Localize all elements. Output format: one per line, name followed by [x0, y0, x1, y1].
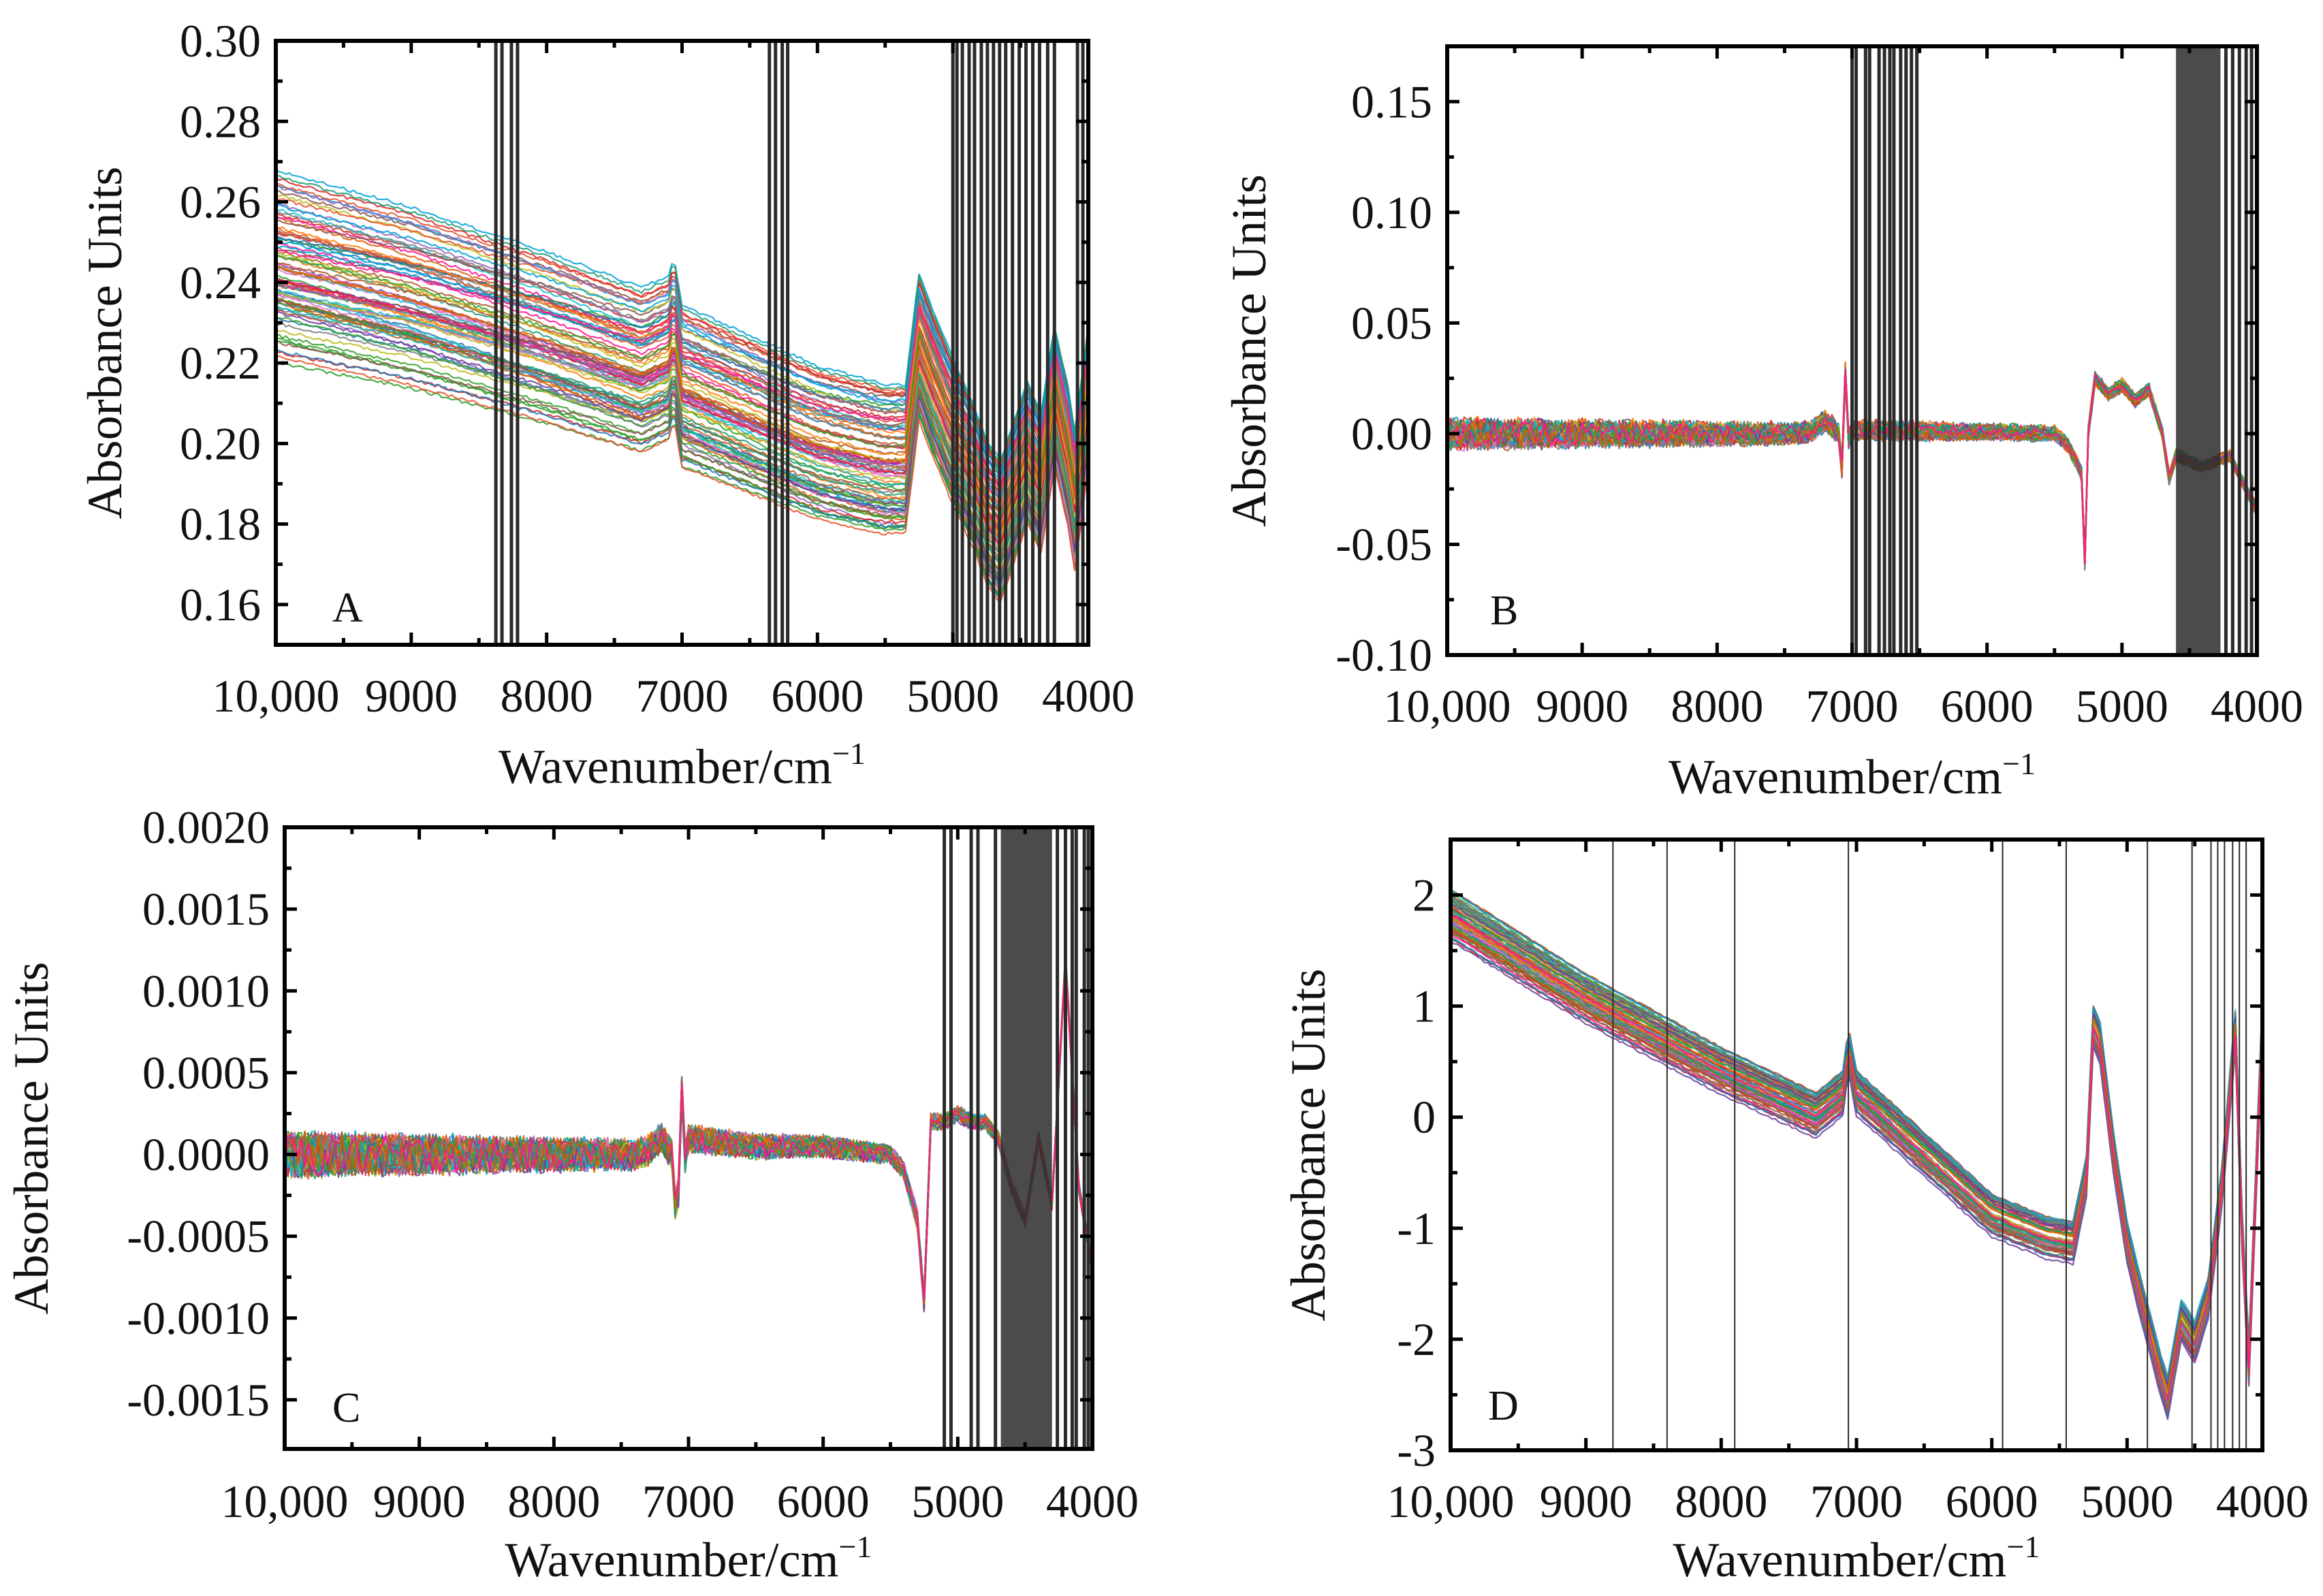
y-tick-label: 0.16: [180, 579, 261, 631]
selected-bands-A: [494, 41, 1085, 645]
spectrum-line: [1451, 891, 2262, 1383]
spectrum-line: [285, 959, 1092, 1300]
y-tick-label: 0.18: [180, 498, 261, 550]
plot-frame-D: [1449, 837, 2264, 1452]
x-axis-title: Wavenumber/cm−1: [505, 1529, 872, 1587]
x-tick-label: 7000: [1806, 680, 1899, 732]
y-axis-title: Absorbance Units: [1281, 969, 1336, 1322]
chart-panel-D: 10,000 9000 8000 7000 6000 5000 4000 -3 -2 -1 0 1 2 W…: [1281, 837, 2309, 1587]
y-tick-label: -0.0015: [127, 1374, 270, 1426]
x-tick-label: 6000: [771, 670, 864, 722]
panel-label: C: [332, 1385, 360, 1431]
x-tick-label: 9000: [1540, 1475, 1632, 1527]
x-tick-label: 6000: [1941, 680, 2034, 732]
y-tick-label: 0.0015: [142, 883, 270, 935]
x-tick-label: 7000: [636, 670, 729, 722]
spectra-group-D: [1451, 889, 2262, 1420]
x-tick-label: 6000: [1946, 1475, 2038, 1527]
x-tick-label: 4000: [2211, 680, 2303, 732]
selected-bands-C: [943, 827, 1090, 1449]
y-tick-label: 0.24: [180, 257, 261, 308]
band-region: [2176, 46, 2221, 655]
spectra-group-A: [276, 168, 1088, 604]
y-tick-label: -0.0010: [127, 1292, 270, 1344]
x-tick-label: 5000: [2076, 680, 2168, 732]
y-tick-label: 0.0000: [142, 1129, 270, 1181]
y-tick-label: -3: [1397, 1424, 1436, 1476]
spectrum-line: [1451, 914, 2262, 1402]
spectrum-line: [1451, 927, 2262, 1411]
y-tick-label: 0.05: [1351, 297, 1432, 349]
chart-panel-A: 10,000 9000 8000 7000 6000 5000 4000 0.16 0.18 0.…: [78, 15, 1135, 794]
x-tick-label: 4000: [2216, 1475, 2309, 1527]
plot-area-D: [1451, 840, 2262, 1450]
x-tick-label: 9000: [373, 1475, 466, 1527]
x-tick-label: 10,000: [1384, 680, 1511, 732]
x-tick-label: 9000: [365, 670, 458, 722]
spectrum-line: [285, 955, 1092, 1298]
x-tick-label: 5000: [2081, 1475, 2173, 1527]
x-tick-label: 8000: [507, 1475, 600, 1527]
x-tick-label: 10,000: [221, 1475, 349, 1527]
x-tick-label: 10,000: [212, 670, 340, 722]
y-tick-label: -1: [1397, 1202, 1436, 1254]
chart-panel-C: 10,000 9000 8000 7000 6000 5000 4000 -0.0015 -0.…: [4, 801, 1139, 1587]
x-tick-label: 4000: [1042, 670, 1135, 722]
x-tick-label: 7000: [1810, 1475, 1903, 1527]
x-tick-label: 10,000: [1387, 1475, 1515, 1527]
y-tick-label: -2: [1397, 1313, 1436, 1365]
x-tick-label: 9000: [1536, 680, 1628, 732]
plot-area-A: [276, 41, 1088, 645]
y-axis-title: Absorbance Units: [78, 167, 132, 520]
y-tick-label: 0.0005: [142, 1047, 270, 1098]
y-tick-label: 0.28: [180, 95, 261, 147]
plot-area-B: [1447, 46, 2257, 655]
y-tick-label: 0.22: [180, 337, 261, 389]
spectra-group-C: [285, 951, 1092, 1313]
y-tick-label: -0.05: [1336, 518, 1432, 570]
y-tick-label: 0.10: [1351, 187, 1432, 238]
x-axis-title: Wavenumber/cm−1: [499, 736, 866, 794]
x-axis-title: Wavenumber/cm−1: [1673, 1529, 2040, 1587]
y-tick-label: 2: [1412, 869, 1436, 921]
x-tick-label: 8000: [501, 670, 593, 722]
band-region: [1000, 827, 1052, 1449]
y-tick-label: 0: [1412, 1091, 1436, 1143]
panel-label: D: [1488, 1383, 1519, 1429]
x-tick-label: 6000: [777, 1475, 870, 1527]
x-tick-label: 5000: [906, 670, 999, 722]
chart-panel-B: 10,000 9000 8000 7000 6000 5000 4000 -0.10 -0.05…: [1222, 44, 2303, 804]
y-tick-label: 0.00: [1351, 408, 1432, 460]
x-tick-label: 4000: [1046, 1475, 1139, 1527]
spectrum-line: [1451, 913, 2262, 1391]
y-tick-label: 0.0020: [142, 801, 270, 853]
y-axis-title: Absorbance Units: [4, 962, 59, 1315]
y-tick-label: -0.0005: [127, 1211, 270, 1262]
y-tick-label: 0.15: [1351, 76, 1432, 127]
plot-area-C: [285, 827, 1092, 1449]
y-axis-title: Absorbance Units: [1222, 174, 1276, 527]
x-tick-label: 7000: [642, 1475, 735, 1527]
x-tick-label: 5000: [911, 1475, 1004, 1527]
selected-bands-D: [1612, 840, 2247, 1450]
panel-label: B: [1490, 588, 1518, 634]
y-tick-label: 0.0010: [142, 965, 270, 1017]
y-tick-label: 1: [1412, 980, 1436, 1032]
y-tick-label: 0.30: [180, 15, 261, 67]
x-tick-label: 8000: [1671, 680, 1763, 732]
panel-label: A: [332, 585, 363, 631]
y-tick-label: -0.10: [1336, 629, 1432, 681]
x-axis-title: Wavenumber/cm−1: [1669, 746, 2036, 804]
y-tick-label: 0.20: [180, 417, 261, 469]
spectrum-line: [1451, 938, 2262, 1417]
spectrum-line: [1451, 919, 2262, 1398]
x-tick-label: 8000: [1675, 1475, 1767, 1527]
y-tick-label: 0.26: [180, 176, 261, 228]
selected-bands-B: [1850, 46, 2254, 655]
